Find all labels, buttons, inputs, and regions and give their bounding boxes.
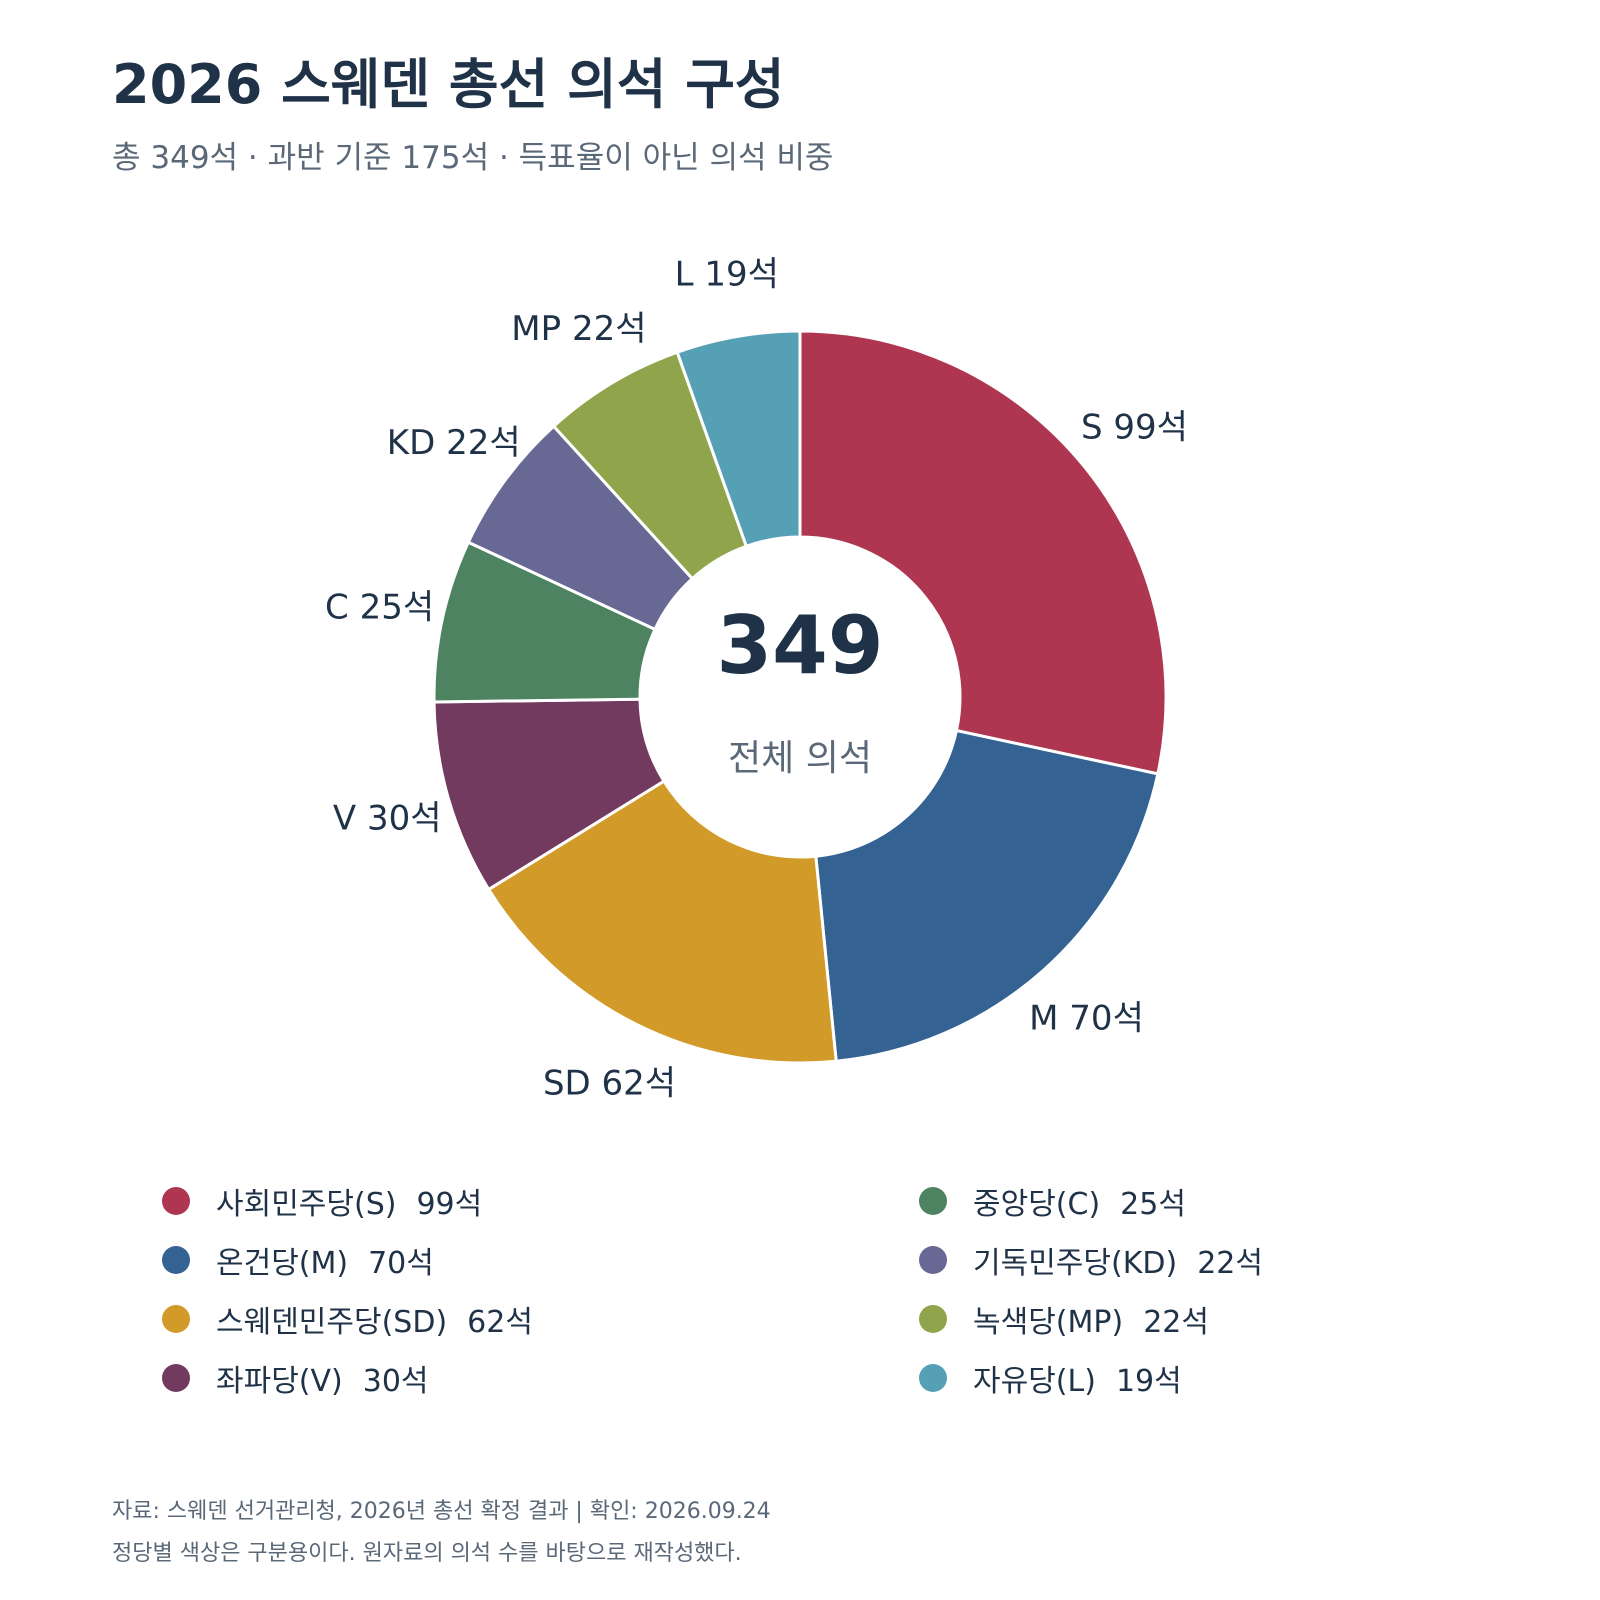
slice-l: [675, 329, 802, 549]
source-note: 자료: 스웨덴 선거관리청, 2026년 총선 확정 결과 | 확인: 2026…: [112, 1499, 771, 1524]
slice-labels: S 99석 M 70석 SD 62석 V 30석 C 25석 KD 22석 MP 22석 L …: [325, 254, 1188, 1103]
slice-label-mp: MP 22석: [511, 309, 646, 349]
slice-label-m: M 70석: [1029, 999, 1144, 1039]
donut-slices: [432, 329, 1168, 1065]
center-total-value: 349: [717, 599, 884, 692]
chart-title: 2026 스웨덴 총선 의석 구성: [112, 53, 785, 116]
slice-label-s: S 99석: [1081, 408, 1188, 448]
slice-label-sd: SD 62석: [543, 1064, 676, 1104]
slice-sd: [486, 779, 838, 1065]
slice-label-l: L 19석: [675, 254, 779, 294]
footnote: 정당별 색상은 구분용이다. 원자료의 의석 수를 바탕으로 재작성했다.: [112, 1541, 742, 1566]
slice-label-kd: KD 22석: [387, 423, 521, 463]
slice-label-v: V 30석: [333, 798, 442, 838]
chart-subtitle: 총 349석 · 과반 기준 175석 · 득표율이 아닌 의석 비중: [112, 140, 834, 176]
slice-label-c: C 25석: [325, 588, 434, 628]
center-total-label: 전체 의석: [728, 738, 872, 779]
slice-m: [814, 728, 1160, 1063]
slice-s: [798, 329, 1168, 776]
